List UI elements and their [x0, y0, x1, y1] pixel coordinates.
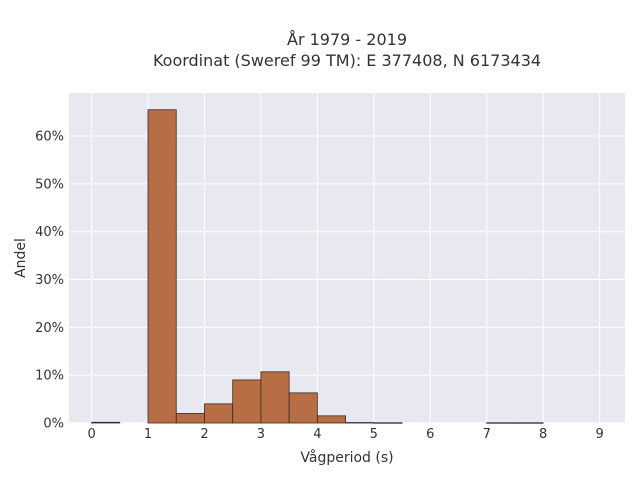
histogram-bar-4	[232, 379, 262, 424]
x-tick-label-9: 9	[595, 427, 603, 442]
x-axis-ticks: 0 1 2 3 4 5 6 7 8 9	[87, 427, 603, 442]
histogram-bar-8	[345, 422, 375, 424]
x-tick-label-7: 7	[483, 427, 491, 442]
y-tick-label-5: 50%	[35, 177, 64, 192]
histogram-bar-7	[316, 415, 346, 424]
x-tick-label-5: 5	[370, 427, 378, 442]
x-axis-label: Vågperiod (s)	[300, 449, 393, 466]
histogram-bar-3	[204, 403, 234, 424]
y-tick-label-2: 20%	[35, 321, 64, 336]
histogram-bar-11	[514, 422, 544, 424]
histogram-bar-9	[373, 422, 403, 424]
x-tick-label-4: 4	[313, 427, 321, 442]
x-tick-label-6: 6	[426, 427, 434, 442]
chart-title-line-1: År 1979 - 2019	[287, 30, 407, 49]
histogram-bar-1	[147, 109, 177, 424]
y-tick-label-0: 0%	[43, 417, 64, 432]
y-axis-label: Andel	[13, 238, 29, 278]
y-axis-ticks: 0% 10% 20% 30% 40% 50% 60%	[35, 130, 64, 432]
histogram-bar-5	[260, 371, 290, 424]
histogram-bars	[91, 109, 544, 424]
y-tick-label-1: 10%	[35, 369, 64, 384]
histogram-bar-6	[288, 392, 318, 424]
y-tick-label-3: 30%	[35, 273, 64, 288]
x-tick-label-3: 3	[257, 427, 265, 442]
histogram-bar-2	[175, 413, 205, 424]
x-tick-label-2: 2	[200, 427, 208, 442]
histogram-bar-10	[486, 422, 516, 424]
y-tick-label-6: 60%	[35, 130, 64, 145]
x-tick-label-8: 8	[539, 427, 547, 442]
x-tick-label-0: 0	[87, 427, 95, 442]
chart-title-line-2: Koordinat (Sweref 99 TM): E 377408, N 61…	[153, 51, 541, 70]
x-tick-label-1: 1	[144, 427, 152, 442]
histogram-bar-0	[91, 421, 121, 424]
y-tick-label-4: 40%	[35, 225, 64, 240]
